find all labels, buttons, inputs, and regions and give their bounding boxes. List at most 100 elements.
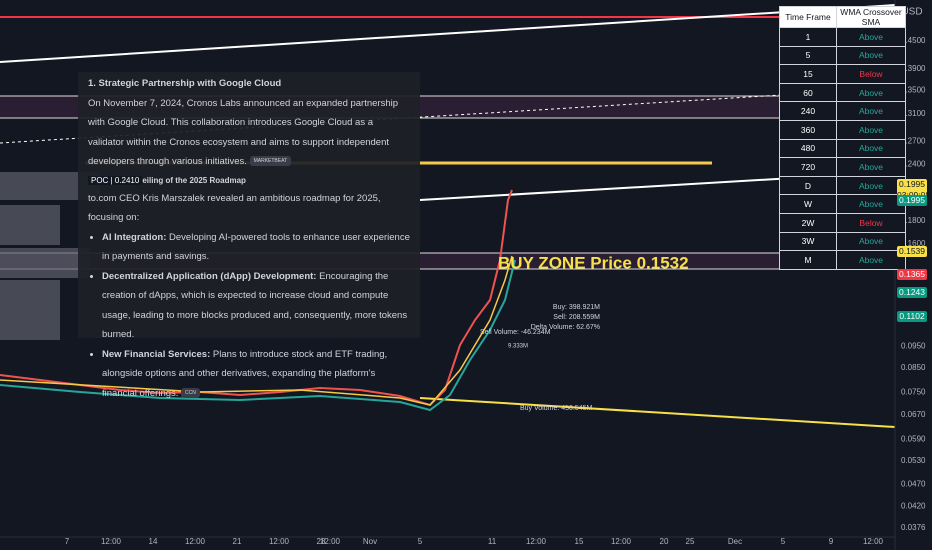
price-label: 0.0750 [901, 388, 926, 397]
news-heading: 1. Strategic Partnership with Google Clo… [88, 78, 282, 89]
table-cell: Above [836, 82, 906, 103]
price-label: 0.0530 [901, 456, 926, 465]
ma-line [0, 259, 516, 412]
time-label: 14 [149, 537, 158, 546]
price-badge: 0.1995 [897, 194, 927, 206]
bullet-text: Plans to introduce stock and ETF trading… [102, 348, 388, 399]
price-label: 0.2700 [901, 136, 926, 145]
table-row: 360 Above [779, 119, 906, 140]
time-label: 12:00 [863, 537, 884, 546]
bullet-text: Developing AI-powered tools to enhance u… [102, 231, 410, 263]
table-row: 3W Above [779, 231, 906, 252]
table-cell: 15 [779, 64, 837, 84]
time-label: 11 [488, 537, 497, 546]
badge-price: 0.1995 [899, 178, 925, 189]
price-badge: 0.1539 [897, 245, 927, 257]
price-badge: 0.1243 [897, 287, 927, 299]
ma-line [0, 255, 513, 406]
time-label: 12:00 [101, 537, 122, 546]
table-cell: D [779, 175, 837, 196]
price-line [0, 189, 513, 407]
price-badge: 0.1365 [897, 269, 927, 281]
table-row: 60 Above [779, 82, 906, 103]
buy-label: Buy: 398.921M [553, 304, 600, 311]
time-label: 15 [575, 537, 584, 546]
time-label: 25 [686, 537, 695, 546]
table-cell: Above [836, 101, 906, 121]
table-row: 240 Above [779, 101, 906, 121]
time-label: 21 [233, 537, 242, 546]
price-label: 0.0670 [901, 410, 926, 419]
badge-price: 0.1365 [899, 269, 925, 280]
price-badge: 0.1102 [897, 311, 927, 323]
table-cell: Above [836, 175, 906, 196]
news-heading: eiling of the 2025 Roadmap [142, 175, 246, 185]
table-row: D Above [779, 175, 906, 196]
table-row: 2W Below [779, 212, 906, 233]
bullet-text: Encouraging the creation of dApps, which… [102, 270, 408, 341]
price-label: 0.3900 [901, 64, 926, 73]
table-cell: M [779, 250, 837, 270]
volume-label: 9.333M [508, 344, 528, 350]
table-cell: 60 [779, 82, 837, 103]
price-label: 0.3100 [901, 109, 926, 118]
table-cell: Above [836, 231, 906, 252]
table-cell: Above [836, 194, 906, 214]
bullet-title: Decentralized Application (dApp) Develop… [102, 270, 317, 282]
table-header: Time Frame [779, 6, 837, 28]
table-header: WMA Crossover SMA [836, 6, 906, 28]
news-paragraph: to.com CEO Kris Marszalek revealed an am… [88, 192, 381, 224]
buy-volume-label: Buy Volume: 450.545M [520, 405, 593, 412]
price-label: 0.1800 [901, 216, 926, 225]
table-cell: Below [836, 64, 906, 84]
time-label: 7 [65, 537, 70, 546]
table-row: 480 Above [779, 138, 906, 159]
table-cell: 240 [779, 101, 837, 121]
news-panel: 1. Strategic Partnership with Google Clo… [78, 72, 420, 399]
time-label: 5 [781, 537, 786, 546]
sell-volume-label: Sell Volume: -46.234M [480, 329, 551, 336]
badge-price: 0.1102 [899, 311, 925, 322]
bullet-title: New Financial Services: [102, 348, 211, 360]
price-label: 0.3500 [901, 85, 926, 94]
price-label: 0.2400 [901, 159, 926, 168]
table-cell: Above [836, 27, 906, 47]
time-label: 5 [418, 537, 423, 546]
news-paragraph: On November 7, 2024, Cronos Labs announc… [88, 97, 399, 168]
table-cell: Above [836, 157, 906, 177]
trend-line [419, 397, 896, 428]
time-label: 12:00 [611, 537, 632, 546]
price-label: 0.0420 [901, 501, 926, 510]
price-label: 0.4500 [901, 36, 926, 45]
price-label: 0.1600 [901, 239, 926, 248]
delta-label: Delta Volume: 62.67% [531, 324, 600, 331]
table-cell: Above [836, 119, 906, 140]
table-row: M Above [779, 250, 906, 270]
bullet-title: AI Integration: [102, 231, 167, 243]
currency: USD [901, 7, 922, 18]
time-label: 12:00 [320, 537, 341, 546]
timeframe-table: Time Frame WMA Crossover SMA 1 Above 5 Above 1… [779, 6, 906, 270]
badge-price: 0.1243 [899, 287, 925, 298]
news-source: CCN [181, 387, 200, 398]
table-cell: 2W [779, 212, 837, 233]
table-cell: 5 [779, 45, 837, 66]
time-label: 12:00 [526, 537, 547, 546]
table-cell: 720 [779, 157, 837, 177]
time-label: Nov [363, 537, 377, 546]
trend-line [0, 4, 896, 63]
badge-price: 0.1539 [899, 245, 925, 256]
time-label: 28 [317, 537, 326, 546]
poc-label: POC | 0.2410 [88, 175, 143, 185]
table-row: 5 Above [779, 45, 906, 66]
news-bullet: AI Integration: Developing AI-powered to… [102, 228, 410, 267]
time-label: 12:00 [185, 537, 206, 546]
buy-zone-label: BUY ZONE Price 0.1532 [498, 253, 689, 272]
news-source: MARKETBEAT [249, 156, 292, 167]
price-label: 0.0470 [901, 479, 926, 488]
time-label: 20 [660, 537, 669, 546]
table-cell: Below [836, 212, 906, 233]
table-cell: W [779, 194, 837, 214]
